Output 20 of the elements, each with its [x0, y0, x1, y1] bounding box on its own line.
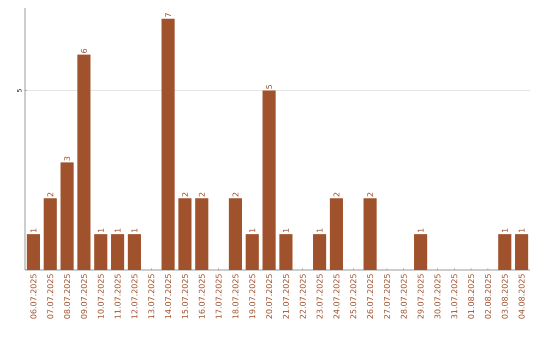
bar [364, 198, 377, 270]
bar [262, 90, 276, 270]
bar [279, 234, 292, 270]
bar [60, 162, 74, 270]
bar [111, 234, 124, 270]
bar [228, 198, 242, 270]
bar [77, 54, 90, 270]
bar [128, 234, 141, 270]
bar [178, 198, 192, 270]
bar [515, 234, 528, 270]
bar [162, 18, 175, 270]
bar [498, 234, 512, 270]
bar [44, 198, 57, 270]
bar [94, 234, 108, 270]
bar [330, 198, 343, 270]
bar [26, 234, 40, 270]
bar [414, 234, 428, 270]
bar [195, 198, 208, 270]
bar [313, 234, 326, 270]
bar [246, 234, 259, 270]
